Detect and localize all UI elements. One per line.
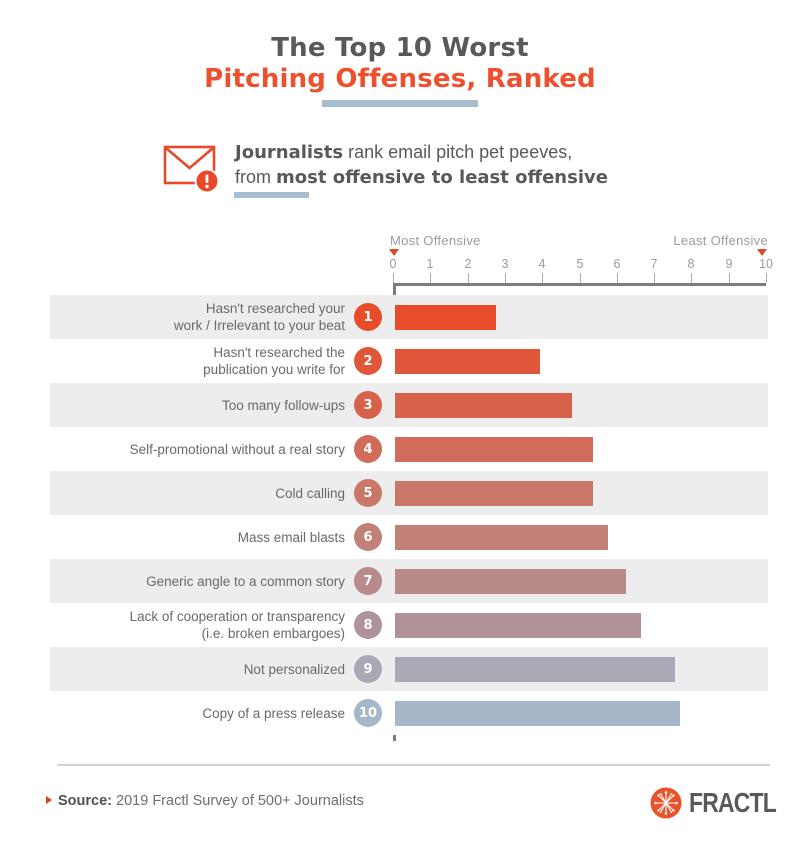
axis-tick-label: 5 bbox=[576, 257, 584, 271]
chart-row-5: Cold calling 5 bbox=[50, 471, 768, 515]
rank-number: 9 bbox=[363, 661, 373, 677]
axis-tick-label: 6 bbox=[613, 257, 621, 271]
subtitle-rest1: rank email pitch pet peeves, bbox=[343, 142, 573, 162]
axis-tick-mark bbox=[654, 273, 655, 283]
subtitle-bold2: most offensive to least offensive bbox=[276, 167, 608, 188]
bar bbox=[395, 393, 572, 418]
rank-number: 6 bbox=[363, 529, 373, 545]
rank-number: 4 bbox=[363, 441, 373, 457]
rank-badge: 3 bbox=[354, 391, 382, 419]
axis-tick-label: 8 bbox=[687, 257, 695, 271]
chart-row-7: Generic angle to a common story 7 bbox=[50, 559, 768, 603]
logo-text: FRACTL bbox=[689, 787, 777, 818]
bar bbox=[395, 349, 540, 374]
subtitle-start2: from bbox=[235, 167, 277, 187]
category-label: Hasn't researched your work / Irrelevant… bbox=[173, 301, 345, 333]
least-offensive-marker-icon bbox=[757, 249, 767, 256]
chart-row-9: Not personalized 9 bbox=[50, 647, 768, 691]
category-label: Cold calling bbox=[275, 485, 345, 501]
chart-row-2: Hasn't researched the publication you wr… bbox=[50, 339, 768, 383]
axis-label-least-offensive: Least Offensive bbox=[673, 233, 768, 248]
rank-number: 1 bbox=[363, 309, 373, 325]
axis-tick-mark bbox=[729, 273, 730, 283]
source-text: 2019 Fractl Survey of 500+ Journalists bbox=[112, 793, 364, 809]
subtitle: Journalists rank email pitch pet peeves,… bbox=[235, 140, 608, 190]
chart-rows: Hasn't researched your work / Irrelevant… bbox=[50, 295, 768, 735]
axis-tick-label: 0 bbox=[389, 257, 397, 271]
category-label: Hasn't researched the publication you wr… bbox=[203, 345, 345, 377]
rank-badge: 8 bbox=[354, 611, 382, 639]
bar bbox=[395, 481, 593, 506]
rank-number: 8 bbox=[363, 617, 373, 633]
most-offensive-marker-icon bbox=[389, 249, 399, 256]
bar bbox=[395, 701, 680, 726]
rank-number: 5 bbox=[363, 485, 373, 501]
subtitle-line1: Journalists rank email pitch pet peeves, bbox=[235, 140, 608, 165]
chart-row-6: Mass email blasts 6 bbox=[50, 515, 768, 559]
source-bullet-icon bbox=[46, 796, 52, 804]
bar bbox=[395, 613, 641, 638]
chart-row-10: Copy of a press release 10 bbox=[50, 691, 768, 735]
axis-tick-label: 7 bbox=[650, 257, 658, 271]
rank-badge: 7 bbox=[354, 567, 382, 595]
rank-badge: 10 bbox=[354, 699, 382, 727]
rank-number: 3 bbox=[363, 397, 373, 413]
rank-badge: 6 bbox=[354, 523, 382, 551]
category-label: Too many follow-ups bbox=[221, 397, 345, 413]
bar bbox=[395, 657, 675, 682]
footer-divider bbox=[57, 764, 770, 766]
subtitle-bold1: Journalists bbox=[235, 142, 344, 163]
axis-tick-mark bbox=[617, 273, 618, 283]
bar bbox=[395, 305, 496, 330]
bar bbox=[395, 525, 608, 550]
category-label: Lack of cooperation or transparency (i.e… bbox=[129, 609, 345, 641]
axis-tick-mark bbox=[580, 273, 581, 283]
fractl-logo: FRACTL bbox=[650, 787, 795, 819]
axis-tick-mark bbox=[766, 273, 767, 283]
axis-tick-mark bbox=[430, 273, 431, 283]
bar bbox=[395, 569, 626, 594]
source-label: Source: bbox=[58, 793, 112, 809]
axis-tick-label: 10 bbox=[759, 257, 773, 271]
axis-tick-label: 3 bbox=[501, 257, 509, 271]
subtitle-underline bbox=[234, 192, 309, 198]
rank-badge: 1 bbox=[354, 303, 382, 331]
axis-tick-label: 4 bbox=[538, 257, 546, 271]
rank-badge: 2 bbox=[354, 347, 382, 375]
axis-tick-label: 9 bbox=[725, 257, 733, 271]
envelope-alert-icon bbox=[163, 143, 221, 200]
axis-tick-mark bbox=[505, 273, 506, 283]
axis-tick-mark bbox=[468, 273, 469, 283]
axis-line-horizontal bbox=[393, 283, 766, 286]
category-label: Not personalized bbox=[243, 661, 345, 677]
source-note: Source: 2019 Fractl Survey of 500+ Journ… bbox=[46, 793, 364, 809]
chart-row-4: Self-promotional without a real story 4 bbox=[50, 427, 768, 471]
category-label: Generic angle to a common story bbox=[146, 573, 345, 589]
axis-tick-label: 1 bbox=[426, 257, 434, 271]
page-title-line1: The Top 10 Worst bbox=[271, 33, 529, 63]
rank-number: 2 bbox=[363, 353, 373, 369]
page-title-line2: Pitching Offenses, Ranked bbox=[204, 64, 596, 94]
axis-tick-mark bbox=[691, 273, 692, 283]
axis-tick-mark bbox=[542, 273, 543, 283]
axis-label-most-offensive: Most Offensive bbox=[390, 233, 481, 248]
subtitle-line2: from most offensive to least offensive bbox=[235, 165, 608, 190]
axis-tick-mark bbox=[393, 273, 394, 283]
title-underline bbox=[322, 100, 478, 107]
chart-row-8: Lack of cooperation or transparency (i.e… bbox=[50, 603, 768, 647]
rank-badge: 5 bbox=[354, 479, 382, 507]
rank-number: 10 bbox=[358, 705, 378, 721]
chart-row-3: Too many follow-ups 3 bbox=[50, 383, 768, 427]
rank-badge: 9 bbox=[354, 655, 382, 683]
category-label: Copy of a press release bbox=[202, 705, 345, 721]
category-label: Mass email blasts bbox=[237, 529, 345, 545]
axis-tick-label: 2 bbox=[464, 257, 472, 271]
rank-badge: 4 bbox=[354, 435, 382, 463]
bar bbox=[395, 437, 593, 462]
category-label: Self-promotional without a real story bbox=[129, 441, 345, 457]
rank-number: 7 bbox=[363, 573, 373, 589]
fractl-snowflake-logo-icon bbox=[650, 787, 682, 819]
chart-row-1: Hasn't researched your work / Irrelevant… bbox=[50, 295, 768, 339]
